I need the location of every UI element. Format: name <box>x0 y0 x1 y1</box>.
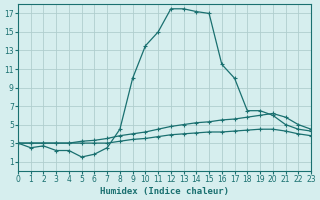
X-axis label: Humidex (Indice chaleur): Humidex (Indice chaleur) <box>100 187 229 196</box>
